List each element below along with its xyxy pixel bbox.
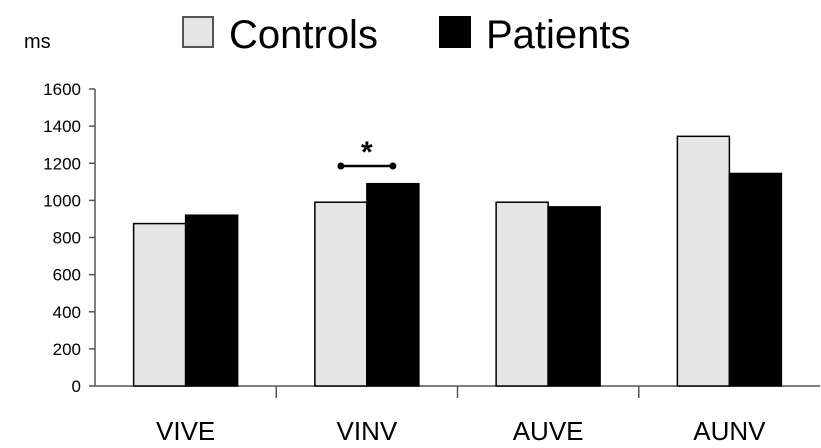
- bar-controls-aunv: [676, 135, 731, 387]
- legend-swatch-patients: [439, 16, 471, 48]
- significance-bracket-end-left: [337, 162, 345, 170]
- y-tick-label: 600: [53, 266, 81, 285]
- y-tick-label: 400: [53, 303, 81, 322]
- bar-patients-vive: [184, 214, 239, 387]
- bar-patients-auve: [547, 206, 601, 387]
- bar-controls-vive: [132, 222, 187, 387]
- y-tick-label: 1000: [43, 191, 81, 210]
- legend: Controls Patients: [182, 13, 631, 57]
- bar-controls-vinv: [314, 201, 368, 387]
- x-tick-label-aunv: AUNV: [693, 416, 766, 446]
- bar-patients-vinv: [366, 182, 420, 387]
- bars: [132, 135, 783, 387]
- y-ticks: 0 200 400 600 800 1000 1200 1400 1600: [43, 80, 95, 396]
- significance-bracket-end-right: [389, 162, 397, 170]
- significance-star: *: [361, 136, 373, 169]
- legend-label-patients: Patients: [486, 13, 631, 57]
- legend-label-controls: Controls: [229, 13, 378, 57]
- x-ticks: VIVE VINV AUVE AUNV: [156, 386, 766, 446]
- legend-swatch-controls: [182, 16, 214, 48]
- y-tick-label: 1400: [43, 117, 81, 136]
- x-tick-label-vive: VIVE: [156, 416, 215, 446]
- x-tick-label-auve: AUVE: [513, 416, 584, 446]
- y-tick-label: 1200: [43, 154, 81, 173]
- y-tick-label: 0: [72, 377, 81, 396]
- y-tick-label: 800: [53, 229, 81, 248]
- y-tick-label: 200: [53, 340, 81, 359]
- annotations: *: [337, 136, 397, 170]
- y-axis-label: ms: [24, 31, 51, 53]
- x-tick-label-vinv: VINV: [337, 416, 398, 446]
- bar-patients-aunv: [728, 172, 783, 387]
- bar-controls-auve: [495, 201, 549, 387]
- y-tick-label: 1600: [43, 80, 81, 99]
